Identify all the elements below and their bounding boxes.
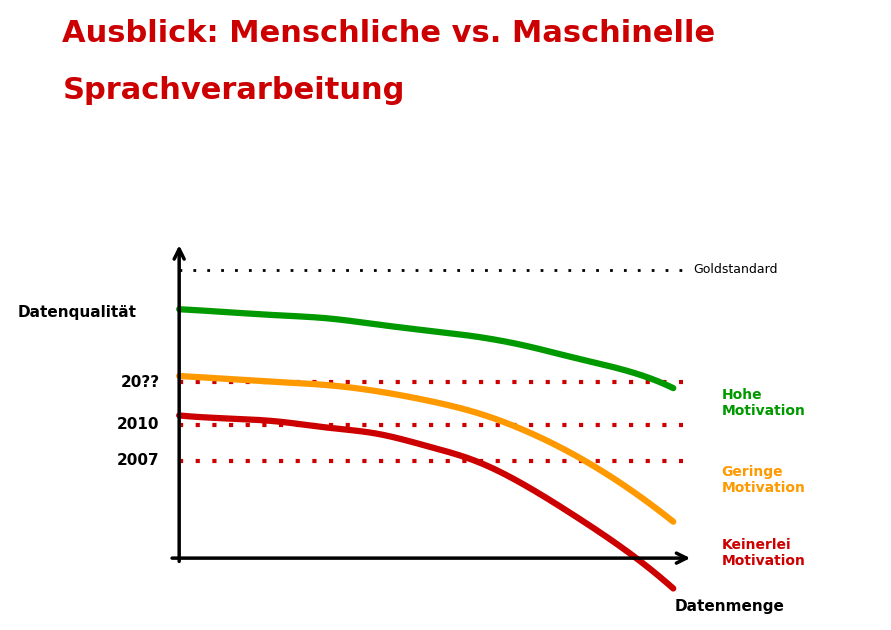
Text: Keinerlei
Motivation: Keinerlei Motivation [722,538,805,568]
Text: Goldstandard: Goldstandard [693,263,778,276]
Text: Sprachverarbeitung: Sprachverarbeitung [62,76,405,105]
Text: 20??: 20?? [120,375,159,389]
Text: 2007: 2007 [117,454,159,469]
Text: Geringe
Motivation: Geringe Motivation [722,465,805,495]
Text: 2010: 2010 [117,417,159,432]
Text: Datenmenge: Datenmenge [674,598,784,614]
Text: Hohe
Motivation: Hohe Motivation [722,388,805,418]
Text: Datenqualität: Datenqualität [18,306,137,321]
Text: Ausblick: Menschliche vs. Maschinelle: Ausblick: Menschliche vs. Maschinelle [62,19,715,48]
